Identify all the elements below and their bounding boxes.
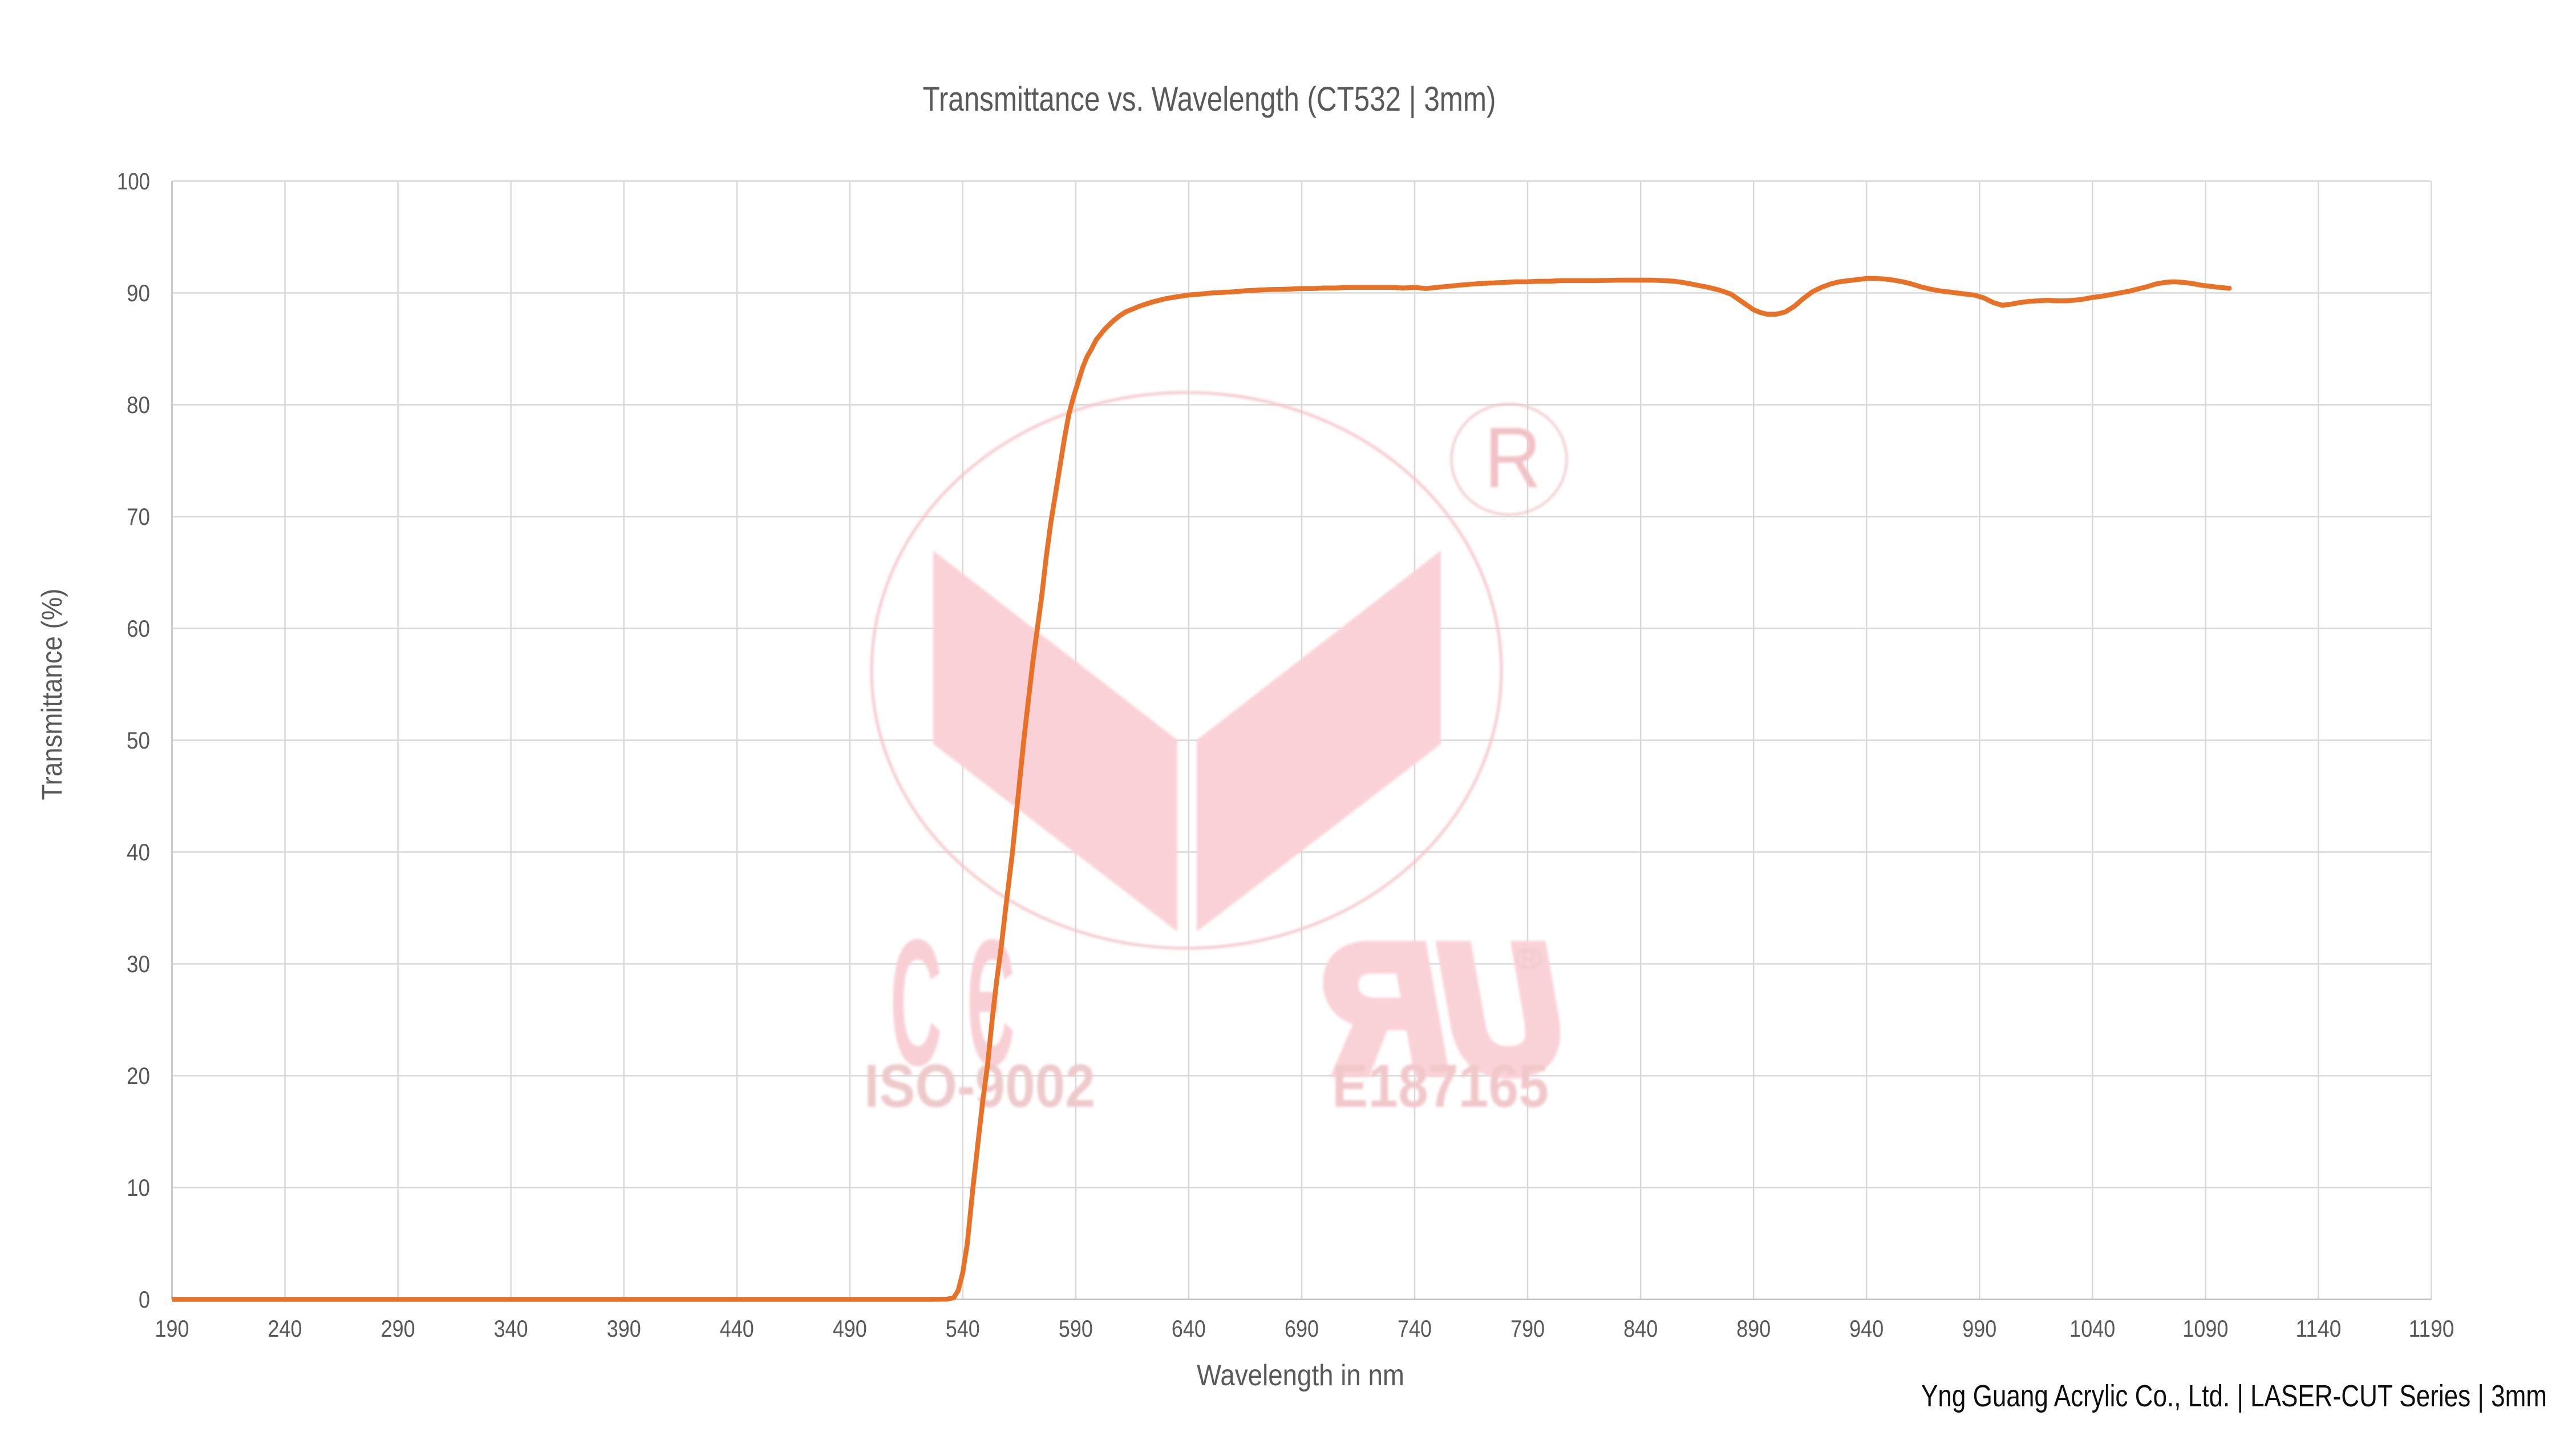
svg-text:Yng Guang Acrylic Co., Ltd. |: Yng Guang Acrylic Co., Ltd. | LASER-CUT … xyxy=(1921,1379,2547,1413)
svg-text:990: 990 xyxy=(1962,1315,1996,1342)
svg-text:UR: UR xyxy=(1327,909,1564,1110)
svg-text:440: 440 xyxy=(720,1315,754,1342)
svg-text:Є: Є xyxy=(967,903,1015,1103)
svg-text:490: 490 xyxy=(833,1315,867,1342)
svg-text:100: 100 xyxy=(117,168,150,195)
svg-text:940: 940 xyxy=(1849,1315,1884,1342)
svg-text:80: 80 xyxy=(127,391,150,418)
svg-text:1090: 1090 xyxy=(2182,1315,2228,1342)
svg-text:R: R xyxy=(1521,946,1536,972)
svg-text:240: 240 xyxy=(268,1315,302,1342)
svg-text:190: 190 xyxy=(155,1315,189,1342)
svg-text:290: 290 xyxy=(381,1315,415,1342)
svg-text:390: 390 xyxy=(607,1315,641,1342)
svg-text:540: 540 xyxy=(946,1315,980,1342)
svg-text:70: 70 xyxy=(127,503,150,530)
svg-text:340: 340 xyxy=(494,1315,528,1342)
svg-text:790: 790 xyxy=(1510,1315,1545,1342)
svg-text:Wavelength in nm: Wavelength in nm xyxy=(1197,1359,1404,1392)
svg-text:690: 690 xyxy=(1285,1315,1319,1342)
svg-text:50: 50 xyxy=(127,727,150,754)
svg-text:R: R xyxy=(1484,409,1541,505)
svg-text:Transmittance (%): Transmittance (%) xyxy=(36,589,68,800)
svg-text:590: 590 xyxy=(1059,1315,1093,1342)
svg-text:640: 640 xyxy=(1172,1315,1206,1342)
svg-text:40: 40 xyxy=(127,839,150,865)
svg-text:1140: 1140 xyxy=(2295,1315,2341,1342)
svg-text:10: 10 xyxy=(127,1174,150,1201)
svg-text:1190: 1190 xyxy=(2409,1315,2455,1342)
svg-text:20: 20 xyxy=(127,1062,150,1089)
svg-text:C: C xyxy=(890,902,942,1103)
svg-text:30: 30 xyxy=(127,950,150,977)
svg-text:60: 60 xyxy=(127,615,150,642)
svg-text:0: 0 xyxy=(139,1286,150,1313)
svg-text:1040: 1040 xyxy=(2069,1315,2115,1342)
svg-text:E187165: E187165 xyxy=(1332,1051,1549,1120)
svg-text:90: 90 xyxy=(127,280,150,306)
svg-text:740: 740 xyxy=(1398,1315,1432,1342)
svg-text:890: 890 xyxy=(1736,1315,1771,1342)
svg-text:840: 840 xyxy=(1623,1315,1658,1342)
svg-text:Transmittance vs. Wavelength (: Transmittance vs. Wavelength (CT532 | 3m… xyxy=(923,80,1496,118)
